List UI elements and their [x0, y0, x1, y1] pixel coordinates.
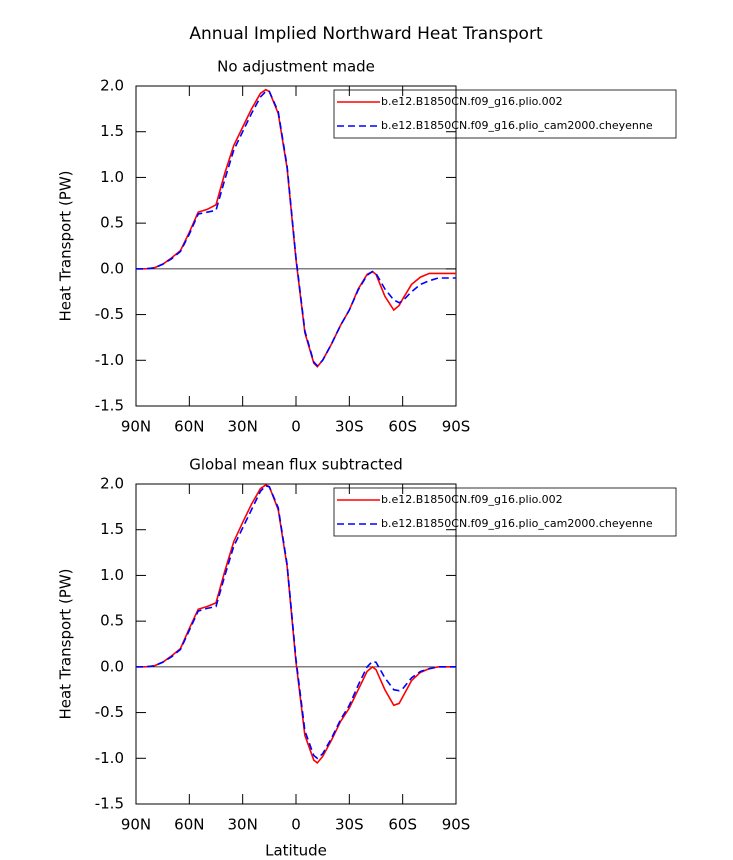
x-tick-label: 30S	[335, 418, 364, 436]
y-tick-label: -1.5	[95, 397, 124, 415]
legend-label: b.e12.B1850CN.f09_g16.plio.002	[381, 493, 563, 506]
x-tick-label: 60N	[174, 418, 204, 436]
legend-label: b.e12.B1850CN.f09_g16.plio_cam2000.cheye…	[381, 119, 653, 132]
y-tick-label: 0.5	[100, 214, 124, 232]
y-axis-label: Heat Transport (PW)	[57, 568, 75, 719]
y-tick-label: 0.0	[100, 657, 124, 675]
x-tick-label: 30N	[228, 816, 258, 834]
x-tick-label: 30N	[228, 418, 258, 436]
legend-box	[333, 487, 677, 537]
y-tick-label: 2.0	[100, 77, 124, 95]
x-tick-label: 0	[291, 816, 301, 834]
y-tick-label: -1.5	[95, 795, 124, 813]
x-tick-label: 90S	[442, 418, 471, 436]
y-axis-label: Heat Transport (PW)	[57, 170, 75, 321]
plot-frame	[135, 85, 457, 407]
y-tick-label: -1.0	[95, 351, 124, 369]
chart-title: No adjustment made	[217, 58, 375, 76]
chart-title: Global mean flux subtracted	[189, 456, 403, 474]
y-tick-label: 0.0	[100, 259, 124, 277]
x-tick-label: 90S	[442, 816, 471, 834]
y-tick-label: -1.0	[95, 749, 124, 767]
series-line	[136, 483, 456, 764]
y-tick-label: 0.5	[100, 612, 124, 630]
x-tick-label: 90N	[121, 418, 151, 436]
figure-title: Annual Implied Northward Heat Transport	[189, 24, 543, 44]
plot-frame	[135, 483, 457, 805]
y-tick-label: -0.5	[95, 703, 124, 721]
x-tick-label: 60S	[388, 816, 417, 834]
legend-label: b.e12.B1850CN.f09_g16.plio.002	[381, 95, 563, 108]
series-line	[136, 90, 456, 367]
legend-box	[333, 89, 677, 139]
x-tick-label: 60N	[174, 816, 204, 834]
x-tick-label: 0	[291, 418, 301, 436]
x-tick-label: 30S	[335, 816, 364, 834]
x-tick-label: 60S	[388, 418, 417, 436]
y-tick-label: 1.0	[100, 168, 124, 186]
y-tick-label: 1.0	[100, 566, 124, 584]
x-axis-label: Latitude	[265, 842, 327, 860]
y-tick-label: 1.5	[100, 122, 124, 140]
y-tick-label: 1.5	[100, 520, 124, 538]
x-tick-label: 90N	[121, 816, 151, 834]
y-tick-label: 2.0	[100, 475, 124, 493]
y-tick-label: -0.5	[95, 305, 124, 323]
legend-label: b.e12.B1850CN.f09_g16.plio_cam2000.cheye…	[381, 517, 653, 530]
